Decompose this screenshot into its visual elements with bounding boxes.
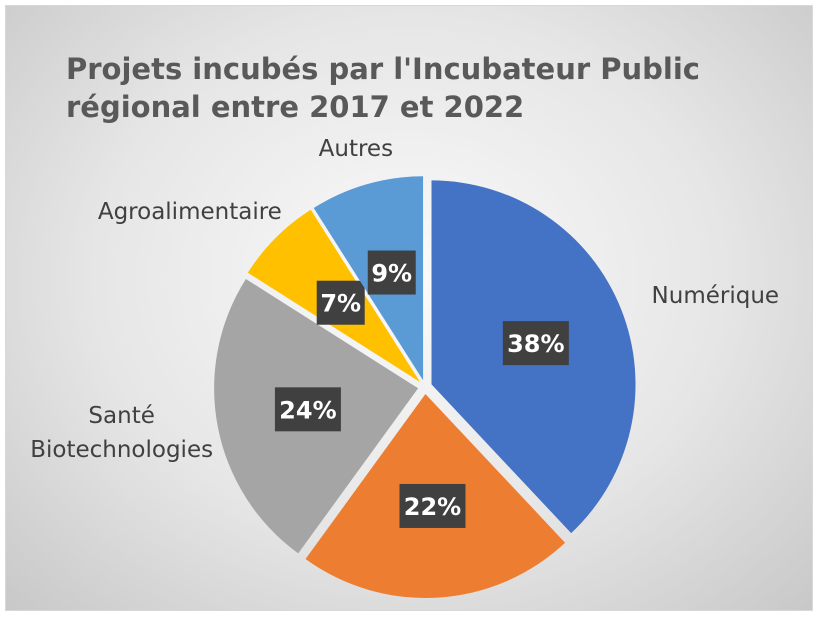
chart: Projets incubés par l'Incubateur Public …	[6, 6, 812, 610]
value-label: 38%	[507, 330, 564, 358]
category-label: Numérique	[651, 282, 780, 309]
value-label: 22%	[404, 493, 461, 521]
value-label-box	[399, 483, 466, 528]
value-label: 24%	[279, 396, 336, 424]
chart-title: Projets incubés par l'Incubateur Public …	[66, 52, 700, 124]
pie-area: 38% 22% 24% 7% 9%	[214, 176, 636, 598]
value-label-box	[367, 250, 416, 295]
value-label-box	[274, 387, 341, 432]
category-label: Agroalimentaire	[97, 198, 282, 225]
value-label-box	[502, 321, 569, 366]
value-label: 9%	[371, 260, 412, 288]
category-label: Autres	[318, 136, 394, 163]
value-label-box	[316, 280, 365, 325]
value-label: 7%	[320, 290, 361, 318]
category-label: Santé Biotechnologies	[30, 403, 214, 464]
